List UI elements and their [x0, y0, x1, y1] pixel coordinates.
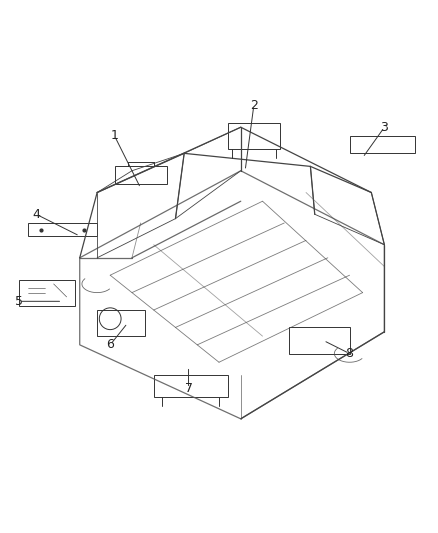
Text: 1: 1 [111, 130, 119, 142]
Text: 7: 7 [184, 382, 193, 395]
Text: 2: 2 [250, 99, 258, 112]
Text: 8: 8 [346, 347, 353, 360]
Text: 3: 3 [381, 121, 389, 134]
Text: 6: 6 [106, 338, 114, 351]
Text: 5: 5 [15, 295, 23, 308]
Text: 4: 4 [32, 208, 40, 221]
